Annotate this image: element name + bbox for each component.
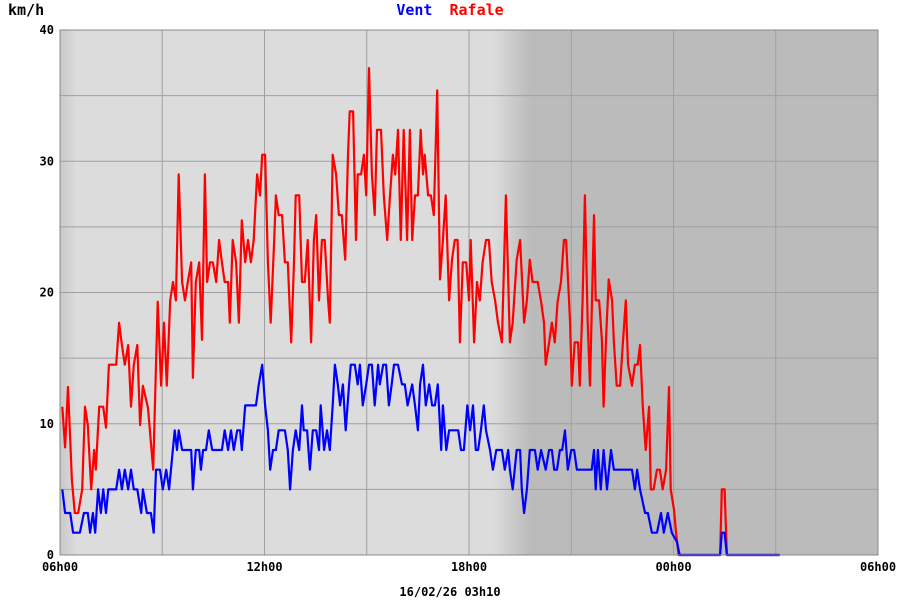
chart-title: Vent Rafale bbox=[396, 1, 503, 19]
y-tick-labels: 0 10 20 30 40 bbox=[40, 23, 54, 562]
x-tick-label: 06h00 bbox=[860, 560, 896, 574]
x-tick-label: 00h00 bbox=[655, 560, 691, 574]
x-axis-label: 16/02/26 03h10 bbox=[399, 585, 500, 599]
y-axis-label: km/h bbox=[8, 1, 44, 19]
x-tick-label: 18h00 bbox=[451, 560, 487, 574]
y-tick-label: 30 bbox=[40, 154, 54, 168]
title-rafale: Rafale bbox=[449, 1, 503, 19]
x-tick-label: 06h00 bbox=[42, 560, 78, 574]
series-rafale-line bbox=[61, 66, 780, 557]
series-lines bbox=[61, 66, 780, 557]
y-tick-label: 40 bbox=[40, 23, 54, 37]
title-vent: Vent bbox=[396, 1, 432, 19]
x-tick-label: 12h00 bbox=[246, 560, 282, 574]
y-tick-label: 20 bbox=[40, 286, 54, 300]
y-tick-label: 10 bbox=[40, 417, 54, 431]
y-tick-label: 0 bbox=[47, 548, 54, 562]
plot-border bbox=[59, 29, 879, 556]
x-tick-labels: 06h00 12h00 18h00 00h00 06h00 bbox=[42, 560, 896, 574]
series-vent-line bbox=[61, 363, 780, 557]
